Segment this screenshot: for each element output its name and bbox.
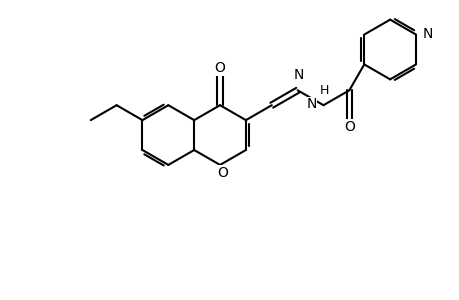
Text: H: H bbox=[319, 84, 329, 97]
Text: N: N bbox=[306, 97, 316, 111]
Text: N: N bbox=[293, 68, 303, 82]
Text: O: O bbox=[343, 120, 354, 134]
Text: O: O bbox=[217, 166, 228, 180]
Text: N: N bbox=[422, 27, 432, 40]
Text: O: O bbox=[214, 61, 225, 75]
